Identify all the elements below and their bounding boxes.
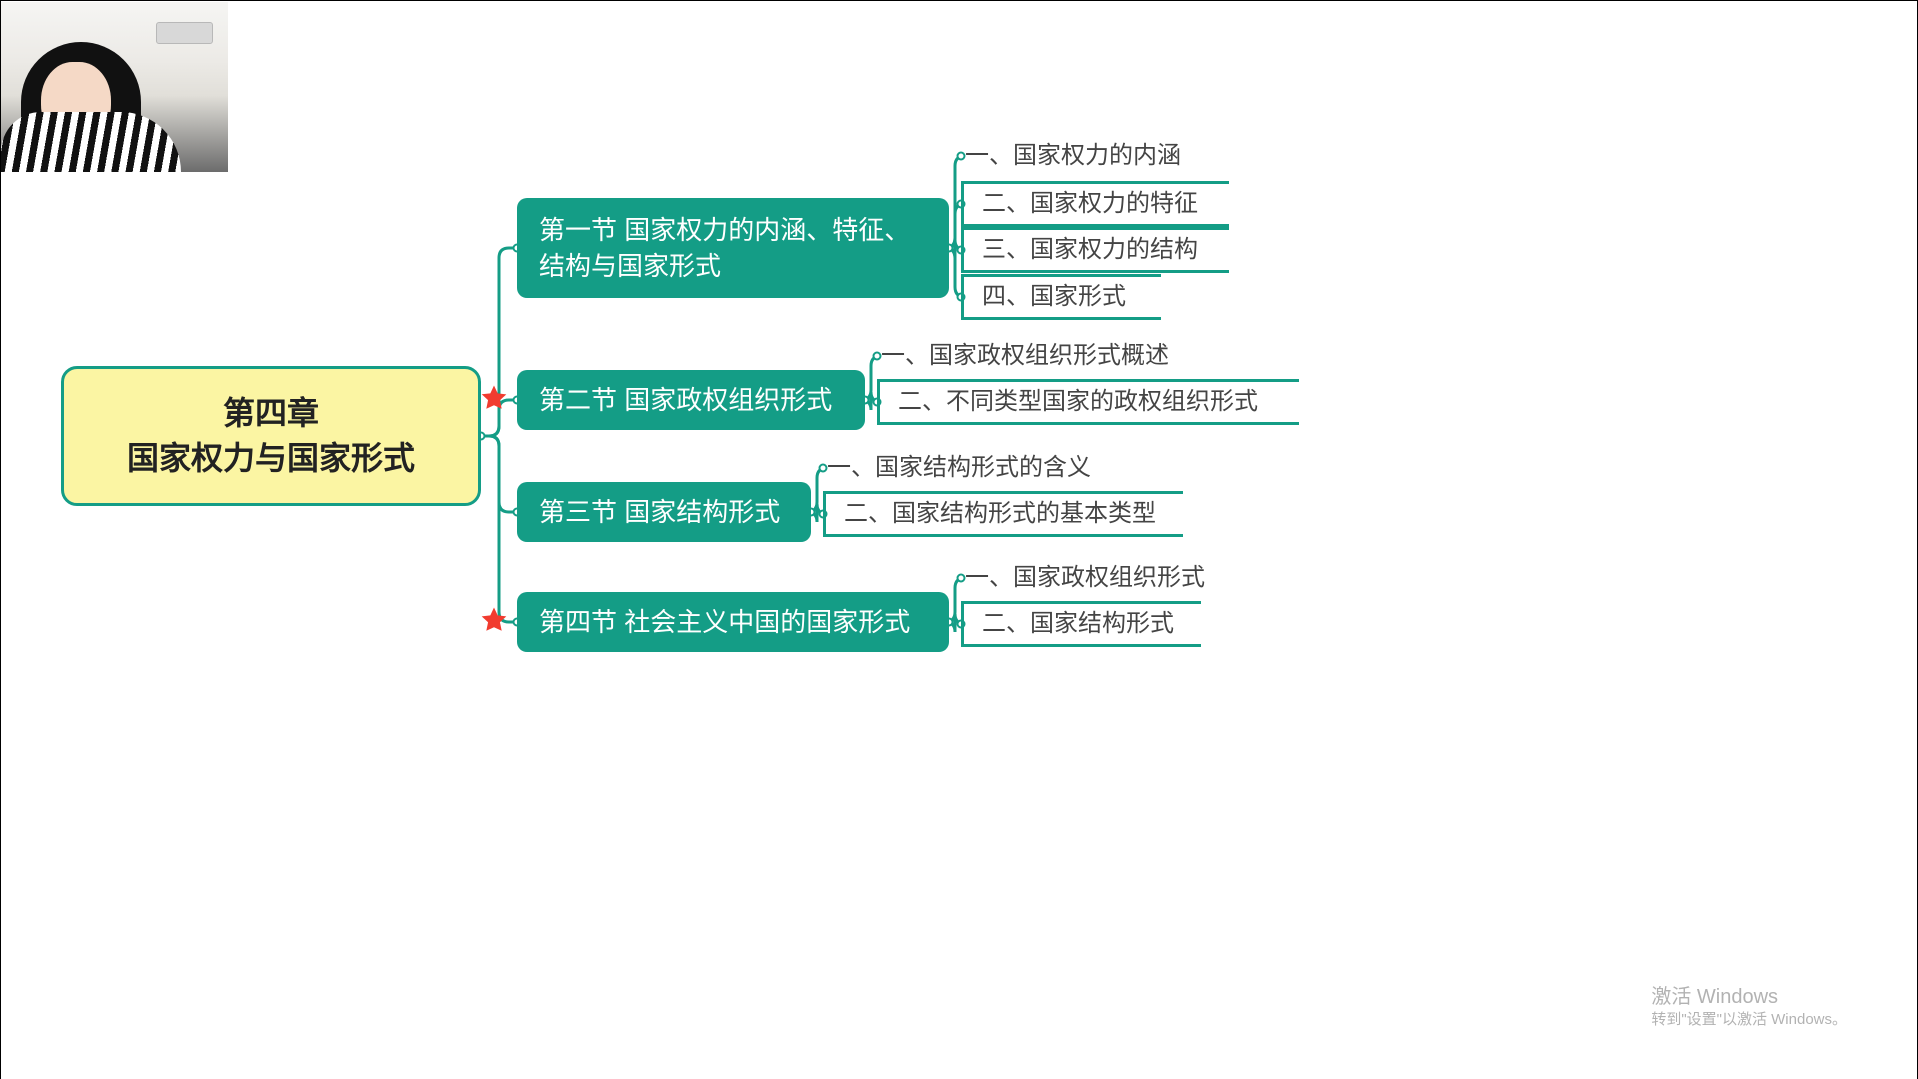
leaf-node-s3-0: 一、国家结构形式的含义 (823, 448, 1135, 488)
leaf-node-s1-0: 一、国家权力的内涵 (961, 136, 1229, 176)
leaf-node-s2-1: 二、不同类型国家的政权组织形式 (877, 379, 1299, 425)
section-node-s1: 第一节 国家权力的内涵、特征、结构与国家形式 (517, 198, 949, 298)
windows-activation-watermark: 激活 Windows 转到"设置"以激活 Windows。 (1651, 984, 1847, 1030)
importance-star-icon (479, 605, 509, 635)
mindmap-root: 第四章 国家权力与国家形式 (61, 366, 481, 506)
root-line2: 国家权力与国家形式 (127, 436, 415, 481)
person-body (1, 112, 181, 172)
leaf-node-s1-1: 二、国家权力的特征 (961, 181, 1229, 227)
mindmap-connectors (1, 1, 1918, 1079)
section-node-s3: 第三节 国家结构形式 (517, 482, 811, 542)
slide-canvas: 第四章 国家权力与国家形式 第一节 国家权力的内涵、特征、结构与国家形式一、国家… (0, 0, 1918, 1079)
leaf-node-s4-0: 一、国家政权组织形式 (961, 558, 1241, 598)
section-node-s4: 第四节 社会主义中国的国家形式 (517, 592, 949, 652)
importance-star-icon (479, 383, 509, 413)
ac-unit-icon (156, 22, 213, 44)
presenter-webcam (1, 2, 228, 172)
watermark-line2: 转到"设置"以激活 Windows。 (1651, 1010, 1847, 1030)
root-line1: 第四章 (223, 391, 319, 436)
leaf-node-s4-1: 二、国家结构形式 (961, 601, 1201, 647)
section-node-s2: 第二节 国家政权组织形式 (517, 370, 865, 430)
leaf-node-s3-1: 二、国家结构形式的基本类型 (823, 491, 1183, 537)
leaf-node-s1-2: 三、国家权力的结构 (961, 227, 1229, 273)
watermark-line1: 激活 Windows (1651, 984, 1847, 1010)
leaf-node-s2-0: 一、国家政权组织形式概述 (877, 336, 1217, 376)
leaf-node-s1-3: 四、国家形式 (961, 274, 1161, 320)
